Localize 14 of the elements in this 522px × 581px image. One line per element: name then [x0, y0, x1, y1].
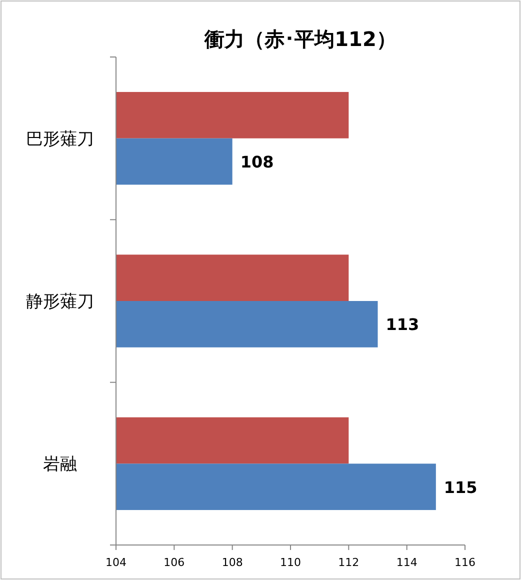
- tick-label: 106: [164, 556, 185, 569]
- title: 衝力（赤･平均112）: [204, 27, 396, 51]
- tick-label: 110: [280, 556, 301, 569]
- value-label: 108: [240, 152, 274, 172]
- value-label: 113: [386, 315, 420, 334]
- category-label: 岩融: [43, 454, 77, 475]
- category-label: 静形薙刀: [26, 292, 94, 312]
- tick-label: 112: [338, 556, 360, 569]
- category-label: 巴形薙刀: [26, 129, 94, 150]
- tick-label: 114: [396, 556, 418, 569]
- tick-label: 108: [222, 556, 243, 569]
- value-label: 115: [444, 478, 478, 497]
- tick-label: 104: [106, 556, 126, 569]
- tick-label: 116: [454, 556, 476, 569]
